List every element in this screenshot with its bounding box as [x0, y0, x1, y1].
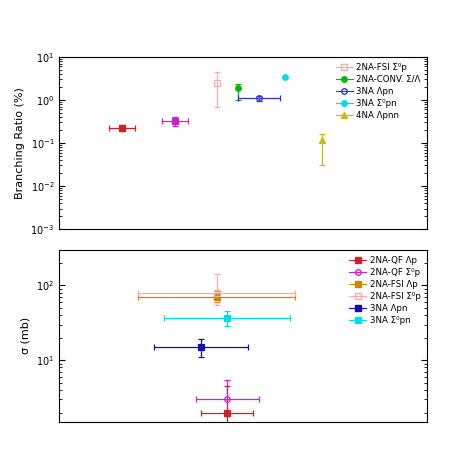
Y-axis label: Branching Ratio (%): Branching Ratio (%): [15, 87, 25, 199]
Legend: 2NA-QF Λp, 2NA-QF Σ⁰p, 2NA-FSI Λp, 2NA-FSI Σ⁰p, 3NA Λpn, 3NA Σ⁰pn: 2NA-QF Λp, 2NA-QF Σ⁰p, 2NA-FSI Λp, 2NA-F…: [347, 254, 422, 327]
Y-axis label: σ (mb): σ (mb): [21, 317, 31, 355]
Legend: 2NA-FSI Σ⁰p, 2NA-CONV. Σ/Λ, 3NA Λpn, 3NA Σ⁰pn, 4NA Λpnn: 2NA-FSI Σ⁰p, 2NA-CONV. Σ/Λ, 3NA Λpn, 3NA…: [334, 61, 422, 122]
